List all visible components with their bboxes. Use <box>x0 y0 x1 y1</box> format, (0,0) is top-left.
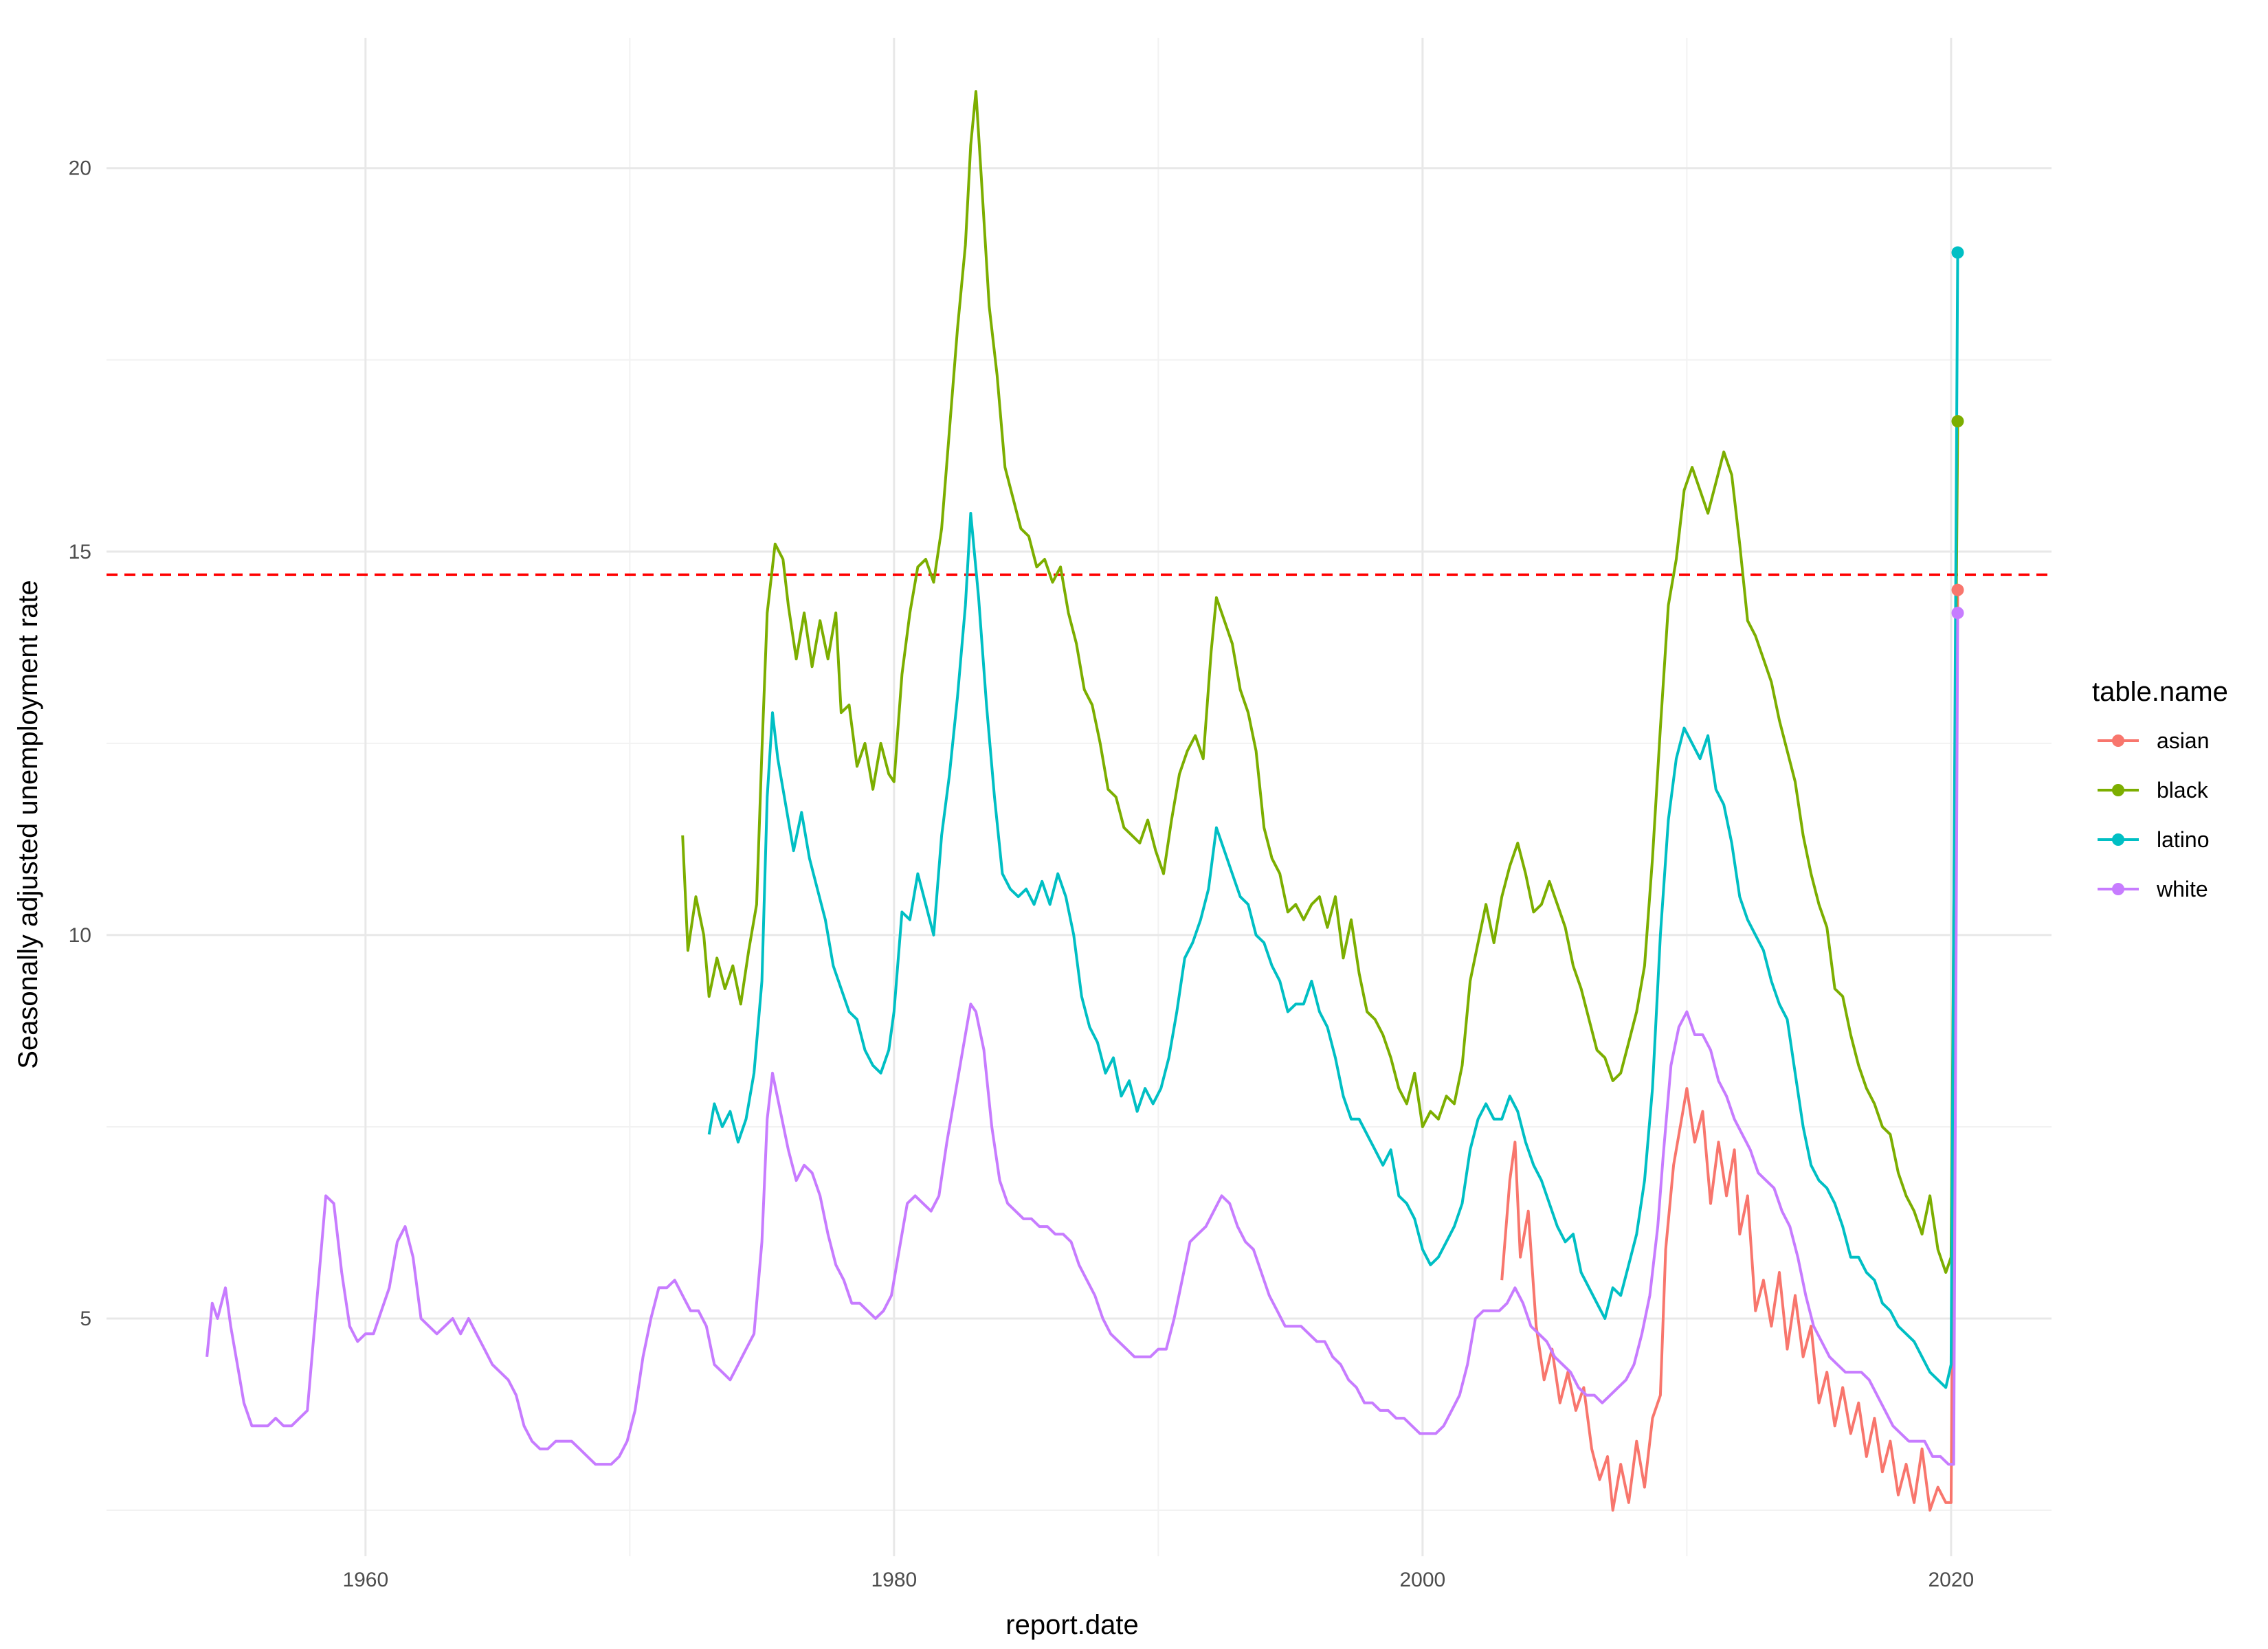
x-axis-tick-labels: 1960 1980 2000 2020 <box>342 1569 1974 1591</box>
x-tick-label: 2000 <box>1399 1569 1445 1591</box>
legend-label: latino <box>2157 827 2210 852</box>
legend-item-black: black <box>2098 778 2209 803</box>
major-gridlines <box>107 38 2052 1556</box>
x-axis-title: report.date <box>1005 1610 1138 1640</box>
legend-label: asian <box>2157 728 2210 753</box>
legend-key-point <box>2112 833 2124 846</box>
legend-item-latino: latino <box>2098 827 2210 852</box>
y-tick-label: 5 <box>80 1308 91 1330</box>
y-tick-label: 15 <box>69 541 91 563</box>
series-line-asian <box>1500 590 1959 1512</box>
series-lines <box>205 90 1959 1512</box>
legend-label: white <box>2156 877 2208 901</box>
minor-gridlines <box>107 38 2052 1556</box>
y-tick-label: 20 <box>69 157 91 180</box>
series-point-latino <box>1951 246 1964 259</box>
series-point-black <box>1951 415 1964 428</box>
y-axis-title: Seasonally adjusted unemployment rate <box>13 580 43 1069</box>
y-axis-tick-labels: 5 10 15 20 <box>69 157 91 1330</box>
x-tick-label: 2020 <box>1928 1569 1975 1591</box>
series-line-latino <box>707 252 1959 1389</box>
series-point-white <box>1951 607 1964 620</box>
legend-key-point <box>2112 784 2124 796</box>
legend-label: black <box>2157 778 2209 803</box>
x-tick-label: 1960 <box>342 1569 388 1591</box>
legend-item-asian: asian <box>2098 728 2210 753</box>
legend-key-point <box>2112 734 2124 747</box>
legend-item-white: white <box>2098 877 2208 901</box>
legend-title: table.name <box>2092 677 2228 707</box>
series-line-white <box>205 613 1959 1466</box>
series-point-asian <box>1951 583 1964 596</box>
series-line-black <box>681 90 1959 1274</box>
y-tick-label: 10 <box>69 924 91 947</box>
legend-key-point <box>2112 883 2124 895</box>
legend: table.name asian black latino white <box>2092 677 2228 901</box>
series-end-points <box>1951 246 1964 620</box>
x-tick-label: 1980 <box>871 1569 917 1591</box>
